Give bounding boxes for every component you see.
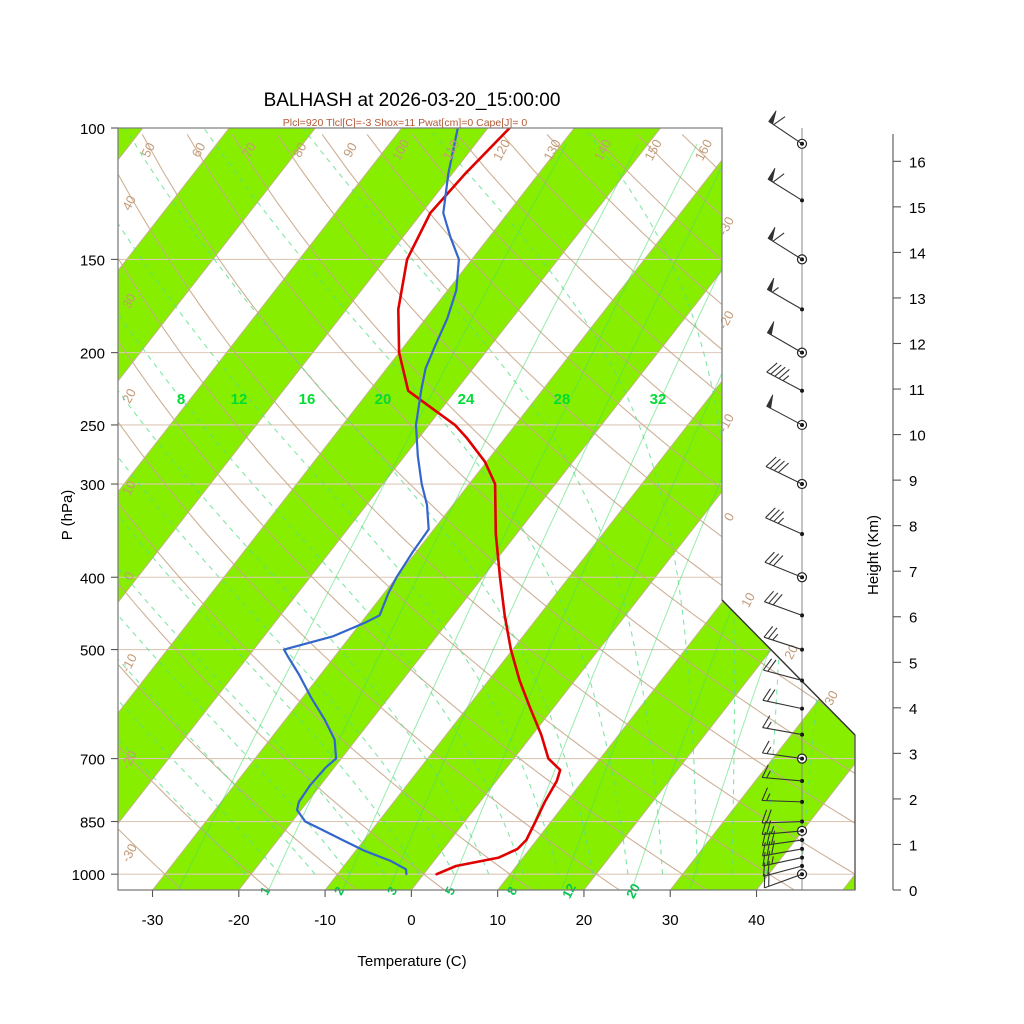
- height-tick-label: 2: [909, 792, 917, 809]
- pressure-tick-label: 700: [80, 752, 105, 769]
- mixing-ratio-label-mid: 12: [231, 391, 248, 408]
- height-axis-label: Height (Km): [865, 515, 882, 595]
- height-tick-label: 0: [909, 883, 917, 900]
- mixing-ratio-label-bottom: 12: [559, 881, 579, 901]
- isotherm-label-right: 10: [738, 590, 758, 610]
- x-axis: -30 -20 -10 0 10 20 30 40: [118, 889, 855, 929]
- height-tick-label: 9: [909, 473, 917, 490]
- dry-adiabat-label: 50: [138, 140, 158, 160]
- pressure-tick-label: 200: [80, 346, 105, 363]
- page-title: BALHASH at 2026-03-20_15:00:00: [264, 90, 561, 111]
- height-tick-label: 13: [909, 291, 926, 308]
- mixing-ratio-label-bottom: 20: [623, 881, 643, 901]
- isotherm-label-right: 20: [781, 642, 801, 662]
- isotherm-label-left: 40: [119, 193, 139, 213]
- wind-barb-panel: [761, 110, 808, 890]
- y-axis: 100 150 200 250 300 400 500 700 850 1000: [72, 121, 118, 884]
- subtitle-stats: Plcl=920 Tlcl[C]=-3 Shox=11 Pwat[cm]=0 C…: [283, 117, 528, 129]
- dry-adiabat-label: 70: [239, 140, 259, 160]
- dewpoint-profile: [282, 128, 460, 876]
- x-tick-label: -10: [314, 912, 336, 929]
- height-tick-label: 4: [909, 701, 917, 718]
- height-tick-label: 8: [909, 519, 917, 536]
- mixing-ratio-label-mid: 24: [458, 391, 475, 408]
- x-tick-label: -30: [142, 912, 164, 929]
- pressure-tick-label: 300: [80, 477, 105, 494]
- x-tick-label: 0: [407, 912, 415, 929]
- height-tick-label: 12: [909, 336, 926, 353]
- height-tick-label: 3: [909, 746, 917, 763]
- mixing-ratio-label-mid: 20: [375, 391, 392, 408]
- x-axis-label: Temperature (C): [357, 953, 466, 970]
- height-tick-label: 15: [909, 200, 926, 217]
- height-tick-label: 1: [909, 837, 917, 854]
- x-tick-label: 30: [662, 912, 679, 929]
- height-tick-label: 10: [909, 428, 926, 445]
- mixing-ratio-label-mid: 16: [299, 391, 316, 408]
- height-tick-label: 16: [909, 154, 926, 171]
- pressure-tick-label: 500: [80, 643, 105, 660]
- dry-adiabat-label: 60: [189, 140, 209, 160]
- pressure-tick-label: 100: [80, 121, 105, 138]
- mixing-ratio-label-mid: 8: [177, 391, 185, 408]
- x-tick-label: 40: [748, 912, 765, 929]
- height-tick-label: 6: [909, 610, 917, 627]
- x-tick-label: 20: [576, 912, 593, 929]
- pressure-tick-label: 850: [80, 815, 105, 832]
- pressure-tick-label: 1000: [72, 867, 105, 884]
- height-tick-label: 7: [909, 564, 917, 581]
- height-tick-label: 11: [909, 382, 925, 399]
- moist-adiabat-lines: [118, 128, 855, 875]
- isotherm-label-left: 10: [119, 478, 139, 498]
- mixing-ratio-label-mid: 28: [554, 391, 571, 408]
- isotherm-label-left: 20: [119, 386, 139, 406]
- pressure-tick-label: 250: [80, 418, 105, 435]
- temperature-profile: [397, 128, 562, 876]
- isotherm-label-right: 30: [821, 688, 841, 708]
- height-tick-label: 14: [909, 245, 926, 262]
- isotherm-label-left: 30: [119, 291, 139, 311]
- y-axis-label: P (hPa): [59, 490, 76, 541]
- pressure-tick-label: 150: [80, 252, 105, 269]
- x-tick-label: -20: [228, 912, 250, 929]
- dry-adiabat-label: 80: [290, 140, 310, 160]
- dry-adiabat-label: 90: [340, 140, 360, 160]
- height-tick-label: 5: [909, 655, 917, 672]
- mixing-ratio-label-mid: 32: [650, 391, 667, 408]
- pressure-tick-label: 400: [80, 570, 105, 587]
- x-tick-label: 10: [489, 912, 506, 929]
